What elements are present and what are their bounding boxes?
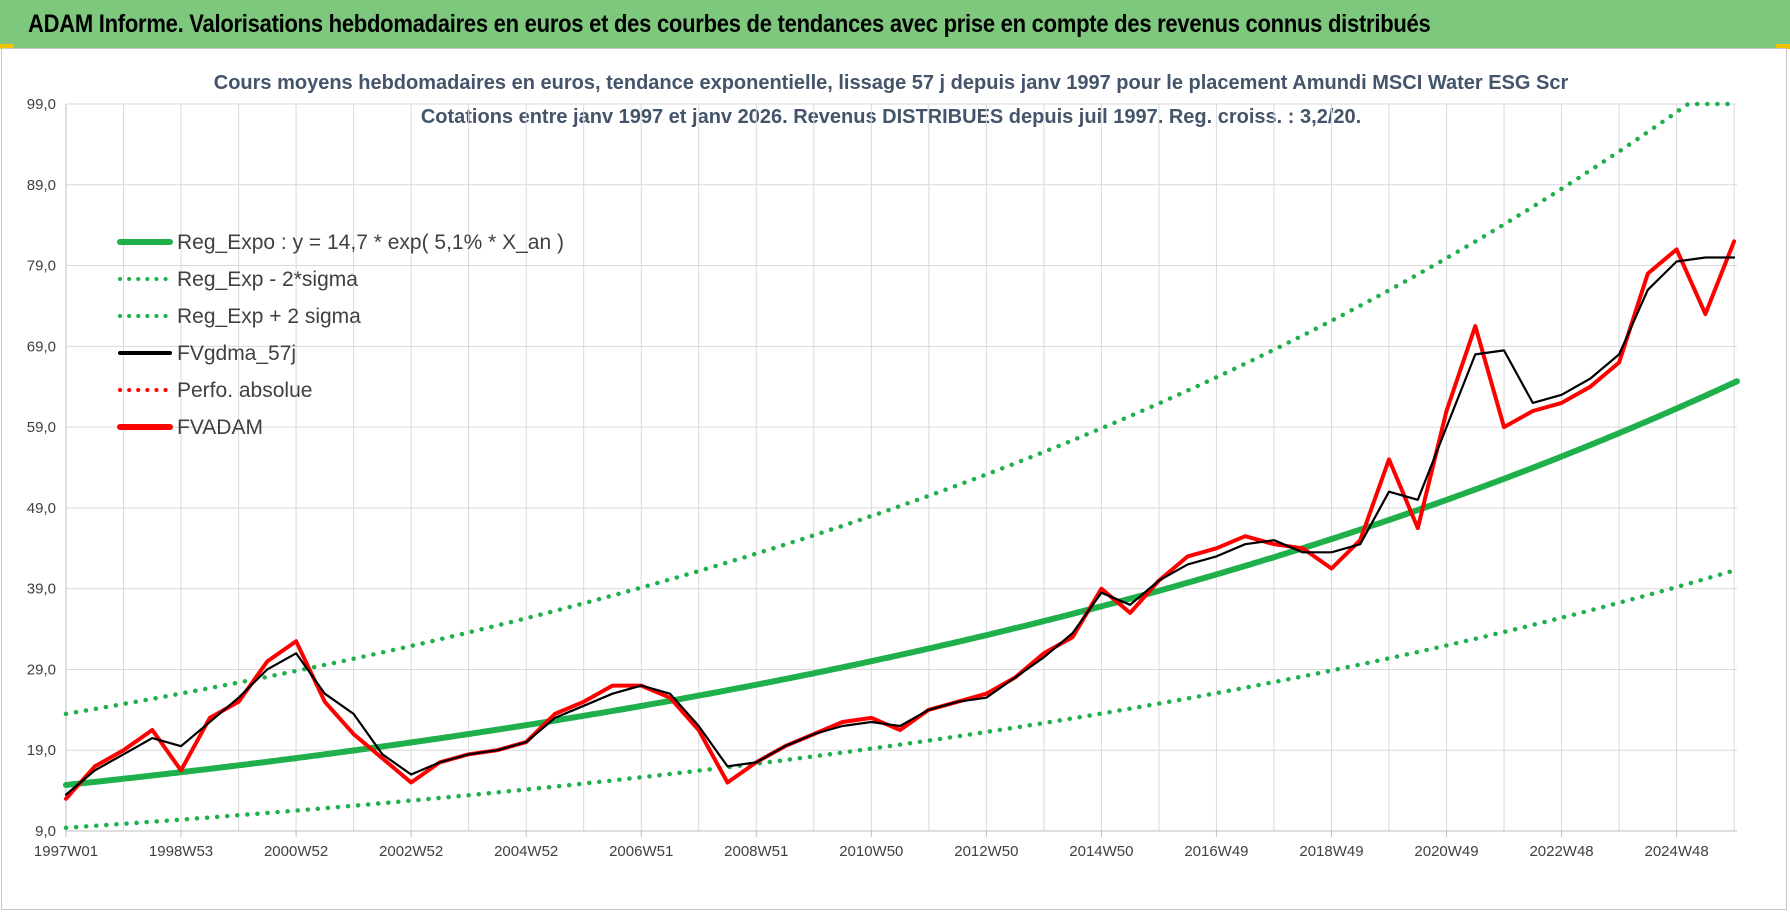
legend-label: FVADAM bbox=[177, 416, 263, 439]
chart-title-box bbox=[140, 62, 1582, 126]
x-tick-label: 2016W49 bbox=[1184, 843, 1248, 860]
legend-label: Reg_Expo : y = 14,7 * exp( 5,1% * X_an ) bbox=[177, 231, 564, 254]
series-line-1 bbox=[63, 567, 1740, 831]
series-line-5 bbox=[64, 239, 1737, 801]
x-tick-label: 2022W48 bbox=[1529, 843, 1593, 860]
gridlines bbox=[66, 103, 1737, 832]
y-tick-label: 59,0 bbox=[27, 419, 56, 436]
chart-title: Cours moyens hebdomadaires en euros, ten… bbox=[214, 72, 1569, 94]
legend-label: Reg_Exp + 2 sigma bbox=[177, 305, 361, 328]
corner-marker-left bbox=[0, 44, 14, 49]
axes: 9,0 19,0 29,0 39,0 49,0 59,0 69,0 79,0 89,0 99,0 1… bbox=[27, 96, 1737, 860]
chart-subtitle: Cotations entre janv 1997 et janv 2026. … bbox=[421, 106, 1361, 128]
page-title: ADAM Informe. Valorisations hebdomadaire… bbox=[28, 10, 1431, 38]
y-tick-label: 49,0 bbox=[27, 500, 56, 517]
y-tick-label: 79,0 bbox=[27, 258, 56, 275]
x-tick-label: 2002W52 bbox=[379, 843, 443, 860]
header-banner: ADAM Informe. Valorisations hebdomadaire… bbox=[0, 0, 1790, 48]
y-tick-label: 9,0 bbox=[35, 823, 56, 840]
x-tick-label: 1998W53 bbox=[149, 843, 213, 860]
x-tick-label: 1997W01 bbox=[34, 843, 98, 860]
legend: Reg_Expo : y = 14,7 * exp( 5,1% * X_an )… bbox=[117, 231, 564, 439]
x-tick-label: 2006W51 bbox=[609, 843, 673, 860]
y-tick-label: 89,0 bbox=[27, 177, 56, 194]
x-tick-label: 2020W49 bbox=[1414, 843, 1478, 860]
y-tick-label: 29,0 bbox=[27, 661, 56, 678]
legend-label: FVgdma_57j bbox=[177, 342, 296, 365]
x-tick-label: 2008W51 bbox=[724, 843, 788, 860]
x-tick-label: 2012W50 bbox=[954, 843, 1018, 860]
y-tick-label: 19,0 bbox=[27, 742, 56, 759]
y-tick-label: 39,0 bbox=[27, 581, 56, 598]
series-line-2 bbox=[63, 101, 1740, 717]
x-tick-label: 2014W50 bbox=[1069, 843, 1133, 860]
corner-marker-right bbox=[1776, 44, 1790, 49]
chart-area: Cours moyens hebdomadaires en euros, ten… bbox=[1, 48, 1787, 910]
series-line-0 bbox=[63, 378, 1740, 788]
legend-label: Perfo. absolue bbox=[177, 379, 312, 402]
legend-label: Reg_Exp - 2*sigma bbox=[177, 268, 358, 291]
y-tick-label: 99,0 bbox=[27, 96, 56, 113]
line-chart: Cours moyens hebdomadaires en euros, ten… bbox=[27, 62, 1740, 860]
x-tick-label: 2004W52 bbox=[494, 843, 558, 860]
x-tick-label: 2024W48 bbox=[1644, 843, 1708, 860]
y-tick-label: 69,0 bbox=[27, 338, 56, 355]
x-tick-label: 2010W50 bbox=[839, 843, 903, 860]
series-line-3 bbox=[64, 256, 1736, 796]
x-tick-label: 2000W52 bbox=[264, 843, 328, 860]
series-group bbox=[63, 101, 1740, 831]
x-tick-label: 2018W49 bbox=[1299, 843, 1363, 860]
